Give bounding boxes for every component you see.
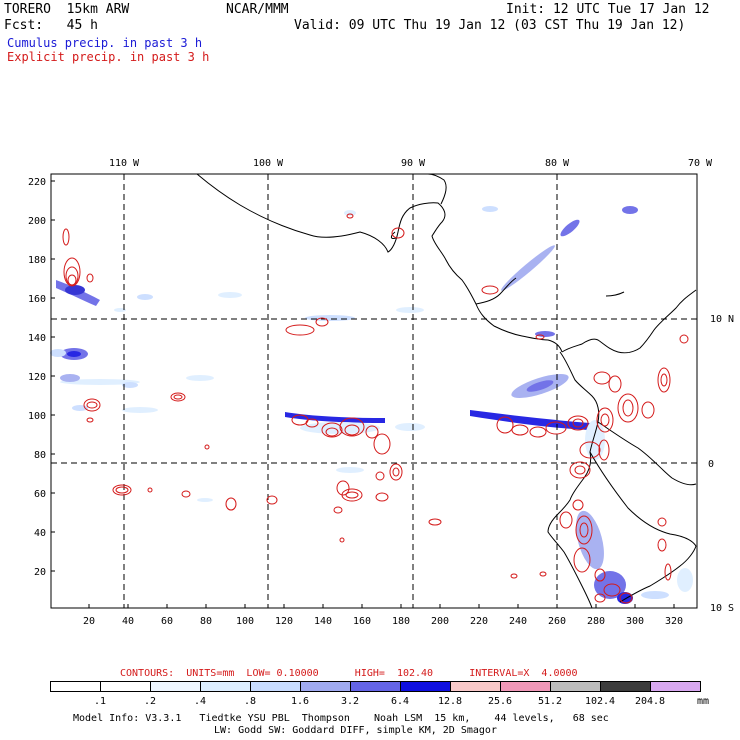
colorbar-label: 25.6 — [487, 696, 513, 707]
y-label: 80 — [34, 450, 46, 461]
lon-label: 100 W — [253, 158, 284, 169]
x-label: 240 — [509, 616, 527, 627]
colorbar-cell — [600, 681, 651, 692]
coastlines — [196, 173, 697, 609]
x-label: 300 — [626, 616, 644, 627]
top-longitude-labels: 110 W 100 W 90 W 80 W 70 W — [109, 158, 713, 169]
x-label: 160 — [353, 616, 371, 627]
bottom-ticks — [88, 604, 675, 608]
lat-label: 0 — [708, 459, 714, 470]
lat-label: 10 N — [710, 314, 734, 325]
bottom-axis-labels: 20 40 60 80 100 120 140 160 180 200 220 … — [83, 616, 683, 627]
colorbar-label: 102.4 — [584, 696, 616, 707]
x-label: 60 — [161, 616, 173, 627]
left-ticks — [51, 180, 55, 572]
colorbar-cell — [450, 681, 501, 692]
contour-info: CONTOURS: UNITS=mm LOW= 0.10000 HIGH= 10… — [120, 668, 578, 679]
lon-label: 110 W — [109, 158, 140, 169]
lat-label: 10 S — [710, 603, 734, 614]
colorbar-label: 1.6 — [290, 696, 310, 707]
model-name: TORERO 15km ARW — [4, 2, 130, 17]
lon-label: 70 W — [688, 158, 713, 169]
x-label: 200 — [431, 616, 449, 627]
y-label: 100 — [28, 411, 46, 422]
left-axis-labels: 220 200 180 160 140 120 100 80 60 40 20 — [28, 177, 46, 578]
valid-time: Valid: 09 UTC Thu 19 Jan 12 (03 CST Thu … — [294, 18, 686, 33]
x-label: 100 — [236, 616, 254, 627]
y-label: 120 — [28, 372, 46, 383]
colorbar-label: .1 — [93, 696, 107, 707]
y-label: 160 — [28, 294, 46, 305]
colorbar-cell — [400, 681, 451, 692]
y-label: 40 — [34, 528, 46, 539]
colorbar-cell — [650, 681, 701, 692]
model-info: Model Info: V3.3.1 Tiedtke YSU PBL Thomp… — [73, 713, 609, 724]
init-time: Init: 12 UTC Tue 17 Jan 12 — [506, 2, 710, 17]
colorbar-cell — [100, 681, 151, 692]
x-label: 40 — [122, 616, 134, 627]
colorbar-label: 6.4 — [390, 696, 410, 707]
colorbar-cell — [500, 681, 551, 692]
colorbar-label: .4 — [193, 696, 207, 707]
colorbar-label: .8 — [243, 696, 257, 707]
x-label: 140 — [314, 616, 332, 627]
org-name: NCAR/MMM — [226, 2, 289, 17]
forecast-hour: Fcst: 45 h — [4, 18, 98, 33]
x-label: 180 — [392, 616, 410, 627]
y-label: 220 — [28, 177, 46, 188]
x-label: 80 — [200, 616, 212, 627]
field-explicit-label: Explicit precip. in past 3 h — [7, 50, 210, 64]
lon-label: 90 W — [401, 158, 426, 169]
y-label: 200 — [28, 216, 46, 227]
field-cumulus-label: Cumulus precip. in past 3 h — [7, 36, 203, 50]
colorbar-cell — [200, 681, 251, 692]
colorbar-cell — [300, 681, 351, 692]
colorbar-label: 3.2 — [340, 696, 360, 707]
colorbar-label: 204.8 — [634, 696, 666, 707]
x-label: 260 — [548, 616, 566, 627]
colorbar-label: 51.2 — [537, 696, 563, 707]
x-label: 280 — [587, 616, 605, 627]
colorbar-cell — [150, 681, 201, 692]
right-latitude-labels: 10 N 0 10 S — [708, 314, 734, 614]
y-label: 60 — [34, 489, 46, 500]
colorbar-unit: mm — [697, 696, 710, 707]
lon-label: 80 W — [545, 158, 570, 169]
y-label: 20 — [34, 567, 46, 578]
model-physics: LW: Godd SW: Goddard DIFF, simple KM, 2D… — [214, 725, 497, 736]
x-label: 220 — [470, 616, 488, 627]
x-label: 120 — [275, 616, 293, 627]
colorbar-label: 12.8 — [437, 696, 463, 707]
colorbar-cell — [250, 681, 301, 692]
lat-lon-grid — [51, 174, 697, 608]
colorbar-cell — [50, 681, 101, 692]
y-label: 180 — [28, 255, 46, 266]
explicit-precip-contours — [62, 213, 689, 604]
x-label: 320 — [665, 616, 683, 627]
x-label: 20 — [83, 616, 95, 627]
cumulus-precip-shading — [50, 206, 693, 604]
colorbar-label: .2 — [143, 696, 157, 707]
colorbar-cell — [550, 681, 601, 692]
map-frame — [50, 173, 698, 609]
colorbar-cell — [350, 681, 401, 692]
y-label: 140 — [28, 333, 46, 344]
